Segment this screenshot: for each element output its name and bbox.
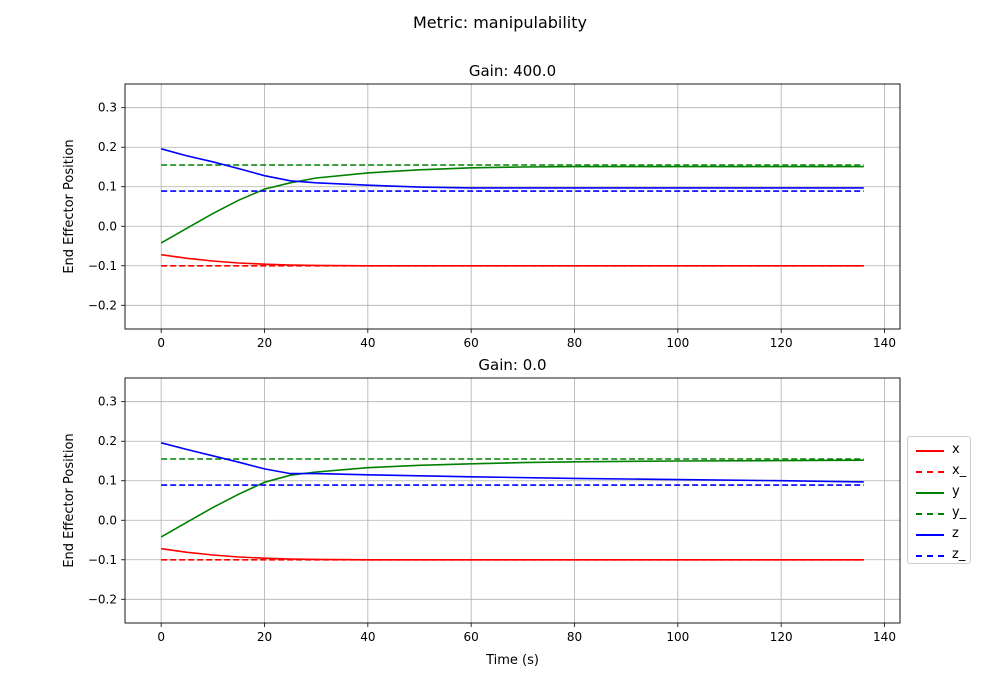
y-axis-label: End Effector Position — [62, 433, 77, 567]
legend-item-z_: z_ — [916, 546, 972, 564]
subplot-2: 0 20 40 60 80 100 120 140 −0.2 −0.1 0.0 0.1 0.2 0.3 Ga… — [62, 356, 901, 668]
y-tick-label: 0.3 — [98, 395, 117, 409]
x-tick-label: 120 — [770, 630, 793, 644]
x-tick-label: 0 — [157, 336, 165, 350]
x-tick-label: 140 — [873, 336, 896, 350]
x-tick-label: 0 — [157, 630, 165, 644]
legend-label: x — [952, 442, 960, 457]
legend-swatch — [916, 534, 944, 536]
y-tick-label: 0.2 — [98, 140, 117, 154]
x-tick-label: 100 — [666, 630, 689, 644]
x-tick-label: 20 — [257, 630, 272, 644]
x-tick-label: 20 — [257, 336, 272, 350]
x-axis-label: Time (s) — [485, 653, 539, 668]
axes-frame — [124, 377, 901, 624]
x-tick-label: 80 — [567, 336, 582, 350]
x-tick-label: 80 — [567, 630, 582, 644]
series-line-y — [160, 165, 864, 244]
y-axis-label: End Effector Position — [62, 139, 77, 273]
legend-label: y — [952, 484, 960, 499]
y-tick-label: 0.1 — [98, 474, 117, 488]
series-line-y — [160, 459, 864, 538]
subplot-title: Gain: 0.0 — [478, 356, 546, 374]
y-tick-label: −0.2 — [88, 592, 117, 606]
legend-item-z: z — [916, 525, 972, 543]
legend-item-x: x — [916, 441, 972, 459]
figure-title: Metric: manipulability — [413, 13, 587, 32]
x-tick-label: 60 — [464, 336, 479, 350]
series-line-x — [161, 253, 864, 267]
subplot-title: Gain: 400.0 — [469, 62, 556, 80]
legend-swatch — [916, 513, 944, 515]
y-tick-label: 0.0 — [98, 219, 117, 233]
axes-frame — [124, 83, 901, 330]
legend-item-y_: y_ — [916, 504, 972, 522]
legend-item-y: y — [916, 483, 972, 501]
series-line-z — [160, 148, 864, 189]
y-tick-label: 0.0 — [98, 513, 117, 527]
y-tick-label: 0.2 — [98, 434, 117, 448]
legend-label: z_ — [952, 547, 966, 562]
legend-swatch — [916, 492, 944, 494]
legend-swatch — [916, 450, 944, 452]
x-tick-label: 100 — [666, 336, 689, 350]
x-tick-label: 120 — [770, 336, 793, 350]
y-tick-label: 0.3 — [98, 101, 117, 115]
legend-label: y_ — [952, 505, 967, 520]
y-tick-label: −0.1 — [88, 553, 117, 567]
x-tick-label: 40 — [360, 336, 375, 350]
x-tick-label: 140 — [873, 630, 896, 644]
legend-item-x_: x_ — [916, 462, 972, 480]
y-tick-label: 0.1 — [98, 180, 117, 194]
x-tick-label: 60 — [464, 630, 479, 644]
y-tick-label: −0.1 — [88, 259, 117, 273]
subplot-1: 0 20 40 60 80 100 120 140 −0.2 −0.1 0.0 0.1 0.2 0.3 Ga… — [62, 62, 901, 350]
legend: x x_y y_z z_ — [907, 436, 971, 564]
y-tick-label: −0.2 — [88, 298, 117, 312]
legend-swatch — [916, 555, 944, 557]
series-line-z — [160, 442, 864, 483]
legend-label: x_ — [952, 463, 967, 478]
subplots: 0 20 40 60 80 100 120 140 −0.2 −0.1 0.0 0.1 0.2 0.3 Ga… — [62, 62, 901, 668]
legend-label: z — [952, 526, 959, 541]
legend-swatch — [916, 471, 944, 473]
series-line-x — [161, 547, 864, 561]
x-tick-label: 40 — [360, 630, 375, 644]
